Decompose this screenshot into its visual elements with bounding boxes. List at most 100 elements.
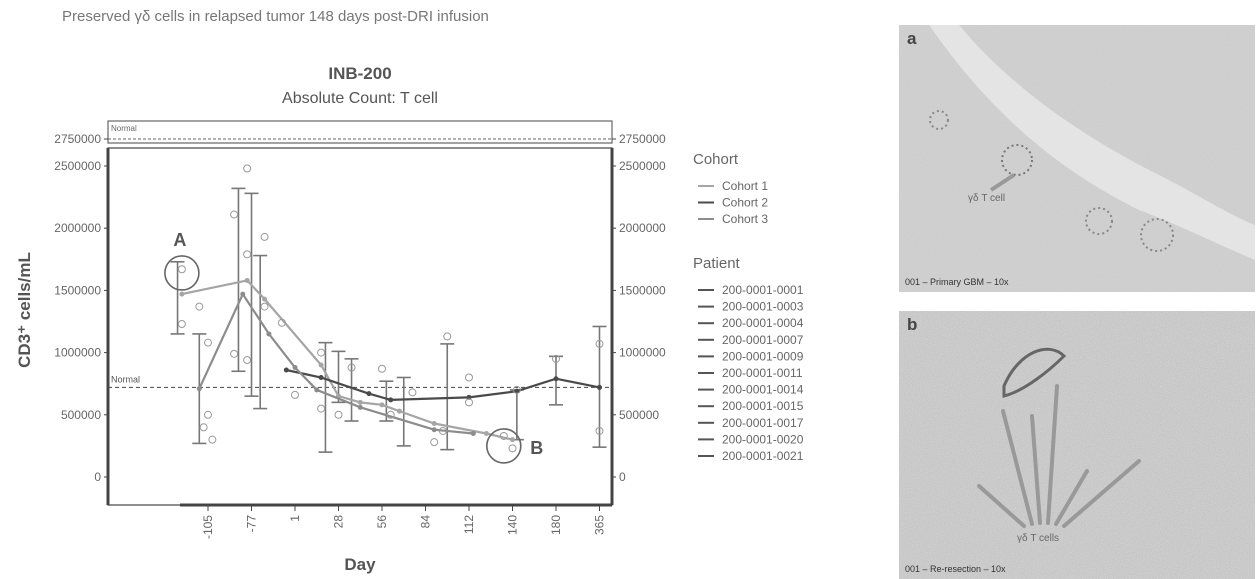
patient-marker xyxy=(378,364,386,373)
x-tick-label: 140 xyxy=(506,515,520,535)
legend-cohort-title: Cohort xyxy=(693,151,739,168)
patient-marker xyxy=(243,164,252,173)
series-point-cohort-2 xyxy=(388,397,394,403)
patient-marker xyxy=(438,426,447,435)
y-tick-label-left: 500000 xyxy=(61,408,101,422)
x-tick-label: 112 xyxy=(462,515,476,534)
legend-patient-title: Patient xyxy=(693,255,741,272)
panel-b-caption: 001 – Re-resection – 10x xyxy=(905,564,1006,574)
series-point-cohort-2 xyxy=(318,374,324,380)
patient-marker xyxy=(499,431,508,440)
micrograph-panel-a: a γδ T cell 001 – Primary GBM – 10x xyxy=(899,25,1255,292)
legend-cohort-label: Cohort 1 xyxy=(722,179,768,193)
patient-marker xyxy=(347,363,356,372)
series-point-cohort-1 xyxy=(379,402,385,408)
x-axis-label: Day xyxy=(344,555,376,574)
patient-marker xyxy=(508,444,517,453)
x-tick-label: 180 xyxy=(549,515,563,535)
plot-frame xyxy=(107,147,613,506)
patient-marker xyxy=(260,232,269,241)
x-tick-label: -77 xyxy=(245,515,259,533)
y-tick-label-right: 500000 xyxy=(619,408,659,422)
patient-marker xyxy=(465,373,473,382)
patient-marker xyxy=(386,410,395,419)
series-point-cohort-3 xyxy=(266,331,272,337)
series-point-cohort-2 xyxy=(366,391,372,397)
patient-marker xyxy=(595,339,604,348)
patient-marker xyxy=(443,332,452,341)
series-point-cohort-3 xyxy=(314,387,320,393)
y-tick-label-left: 1500000 xyxy=(54,283,101,297)
annotation-circle-b xyxy=(485,428,522,464)
series-point-cohort-1 xyxy=(510,437,515,443)
y-tick-label-right: 1500000 xyxy=(619,283,666,297)
patient-marker xyxy=(208,435,217,444)
series-point-cohort-1 xyxy=(396,408,402,414)
patient-marker xyxy=(230,349,239,358)
y-tick-label-left: 0 xyxy=(94,470,101,484)
x-tick-label: 1 xyxy=(288,515,302,522)
normal-reference-label: Normal xyxy=(111,374,140,384)
series-point-cohort-1 xyxy=(244,277,250,283)
legend-patient-label: 200-0001-0001 xyxy=(722,283,804,297)
panel-a-letter: a xyxy=(907,29,917,48)
x-tick-label: 84 xyxy=(419,515,433,529)
patient-marker xyxy=(552,354,560,363)
micrograph-b-image xyxy=(899,311,1255,579)
y-tick-label-left: 2750000 xyxy=(54,132,101,146)
y-tick-label-right: 2000000 xyxy=(619,221,666,235)
series-line-cohort-3 xyxy=(198,291,474,435)
patient-marker xyxy=(243,250,252,259)
patient-marker xyxy=(430,438,439,447)
annotation-label-a: A xyxy=(173,230,186,250)
normal-strip-box xyxy=(107,120,613,144)
x-tick-label: 56 xyxy=(375,515,389,529)
patient-marker xyxy=(334,410,343,419)
chart-title: INB-200 xyxy=(328,64,391,83)
micrograph-panel-b: b γδ T cells 001 – Re-resection – 10x xyxy=(899,311,1255,579)
legend-patient-label: 200-0001-0011 xyxy=(722,366,803,380)
series-point-cohort-3 xyxy=(431,427,437,433)
y-tick-label-right: 1000000 xyxy=(619,346,666,360)
series-point-cohort-2 xyxy=(514,388,520,394)
patient-marker xyxy=(260,302,269,311)
y-tick-label-right: 0 xyxy=(619,470,626,484)
series-point-cohort-1 xyxy=(483,430,489,436)
series-point-cohort-2 xyxy=(283,367,289,373)
annotation-label-b: B xyxy=(530,438,543,458)
legend-patient-label: 200-0001-0004 xyxy=(722,316,804,330)
y-tick-label-left: 2000000 xyxy=(54,221,101,235)
figure-headline: Preserved γδ cells in relapsed tumor 148… xyxy=(62,8,489,25)
legend-cohort-label: Cohort 3 xyxy=(722,212,768,226)
micrograph-a-image xyxy=(899,25,1255,292)
series-point-cohort-3 xyxy=(357,404,363,410)
panel-b-letter: b xyxy=(907,315,918,334)
legend-patient-label: 200-0001-0003 xyxy=(722,300,804,314)
legend-cohort-label: Cohort 2 xyxy=(722,196,768,210)
series-point-cohort-1 xyxy=(262,296,268,302)
patient-marker xyxy=(291,390,299,399)
y-tick-label-left: 2500000 xyxy=(54,159,101,173)
patient-marker xyxy=(243,356,252,365)
y-tick-label-left: 1000000 xyxy=(54,346,101,360)
patient-marker xyxy=(595,426,604,435)
series-point-cohort-1 xyxy=(431,421,437,427)
patient-marker xyxy=(408,388,417,397)
legend-patient-label: 200-0001-0009 xyxy=(722,349,804,363)
patient-marker xyxy=(230,210,239,219)
series-point-cohort-1 xyxy=(318,362,324,368)
series-point-cohort-3 xyxy=(470,430,476,436)
patient-marker xyxy=(317,348,326,357)
patient-marker xyxy=(204,338,212,347)
patient-marker xyxy=(465,398,473,407)
y-tick-label-right: 2500000 xyxy=(619,159,666,173)
series-point-cohort-1 xyxy=(179,291,185,297)
panel-a-caption: 001 – Primary GBM – 10x xyxy=(905,277,1009,287)
y-tick-label-right: 2750000 xyxy=(619,132,666,146)
panel-a-cell-label: γδ T cell xyxy=(968,193,1006,204)
legend-patient-label: 200-0001-0020 xyxy=(722,432,804,446)
x-tick-label: 28 xyxy=(332,515,346,529)
t-cell-count-chart: INB-200 Absolute Count: T cell Normal 0 0 500… xyxy=(15,64,804,574)
legend-patient-label: 200-0001-0015 xyxy=(722,399,804,413)
y-axis-label: CD3⁺ cells/mL xyxy=(15,252,34,368)
